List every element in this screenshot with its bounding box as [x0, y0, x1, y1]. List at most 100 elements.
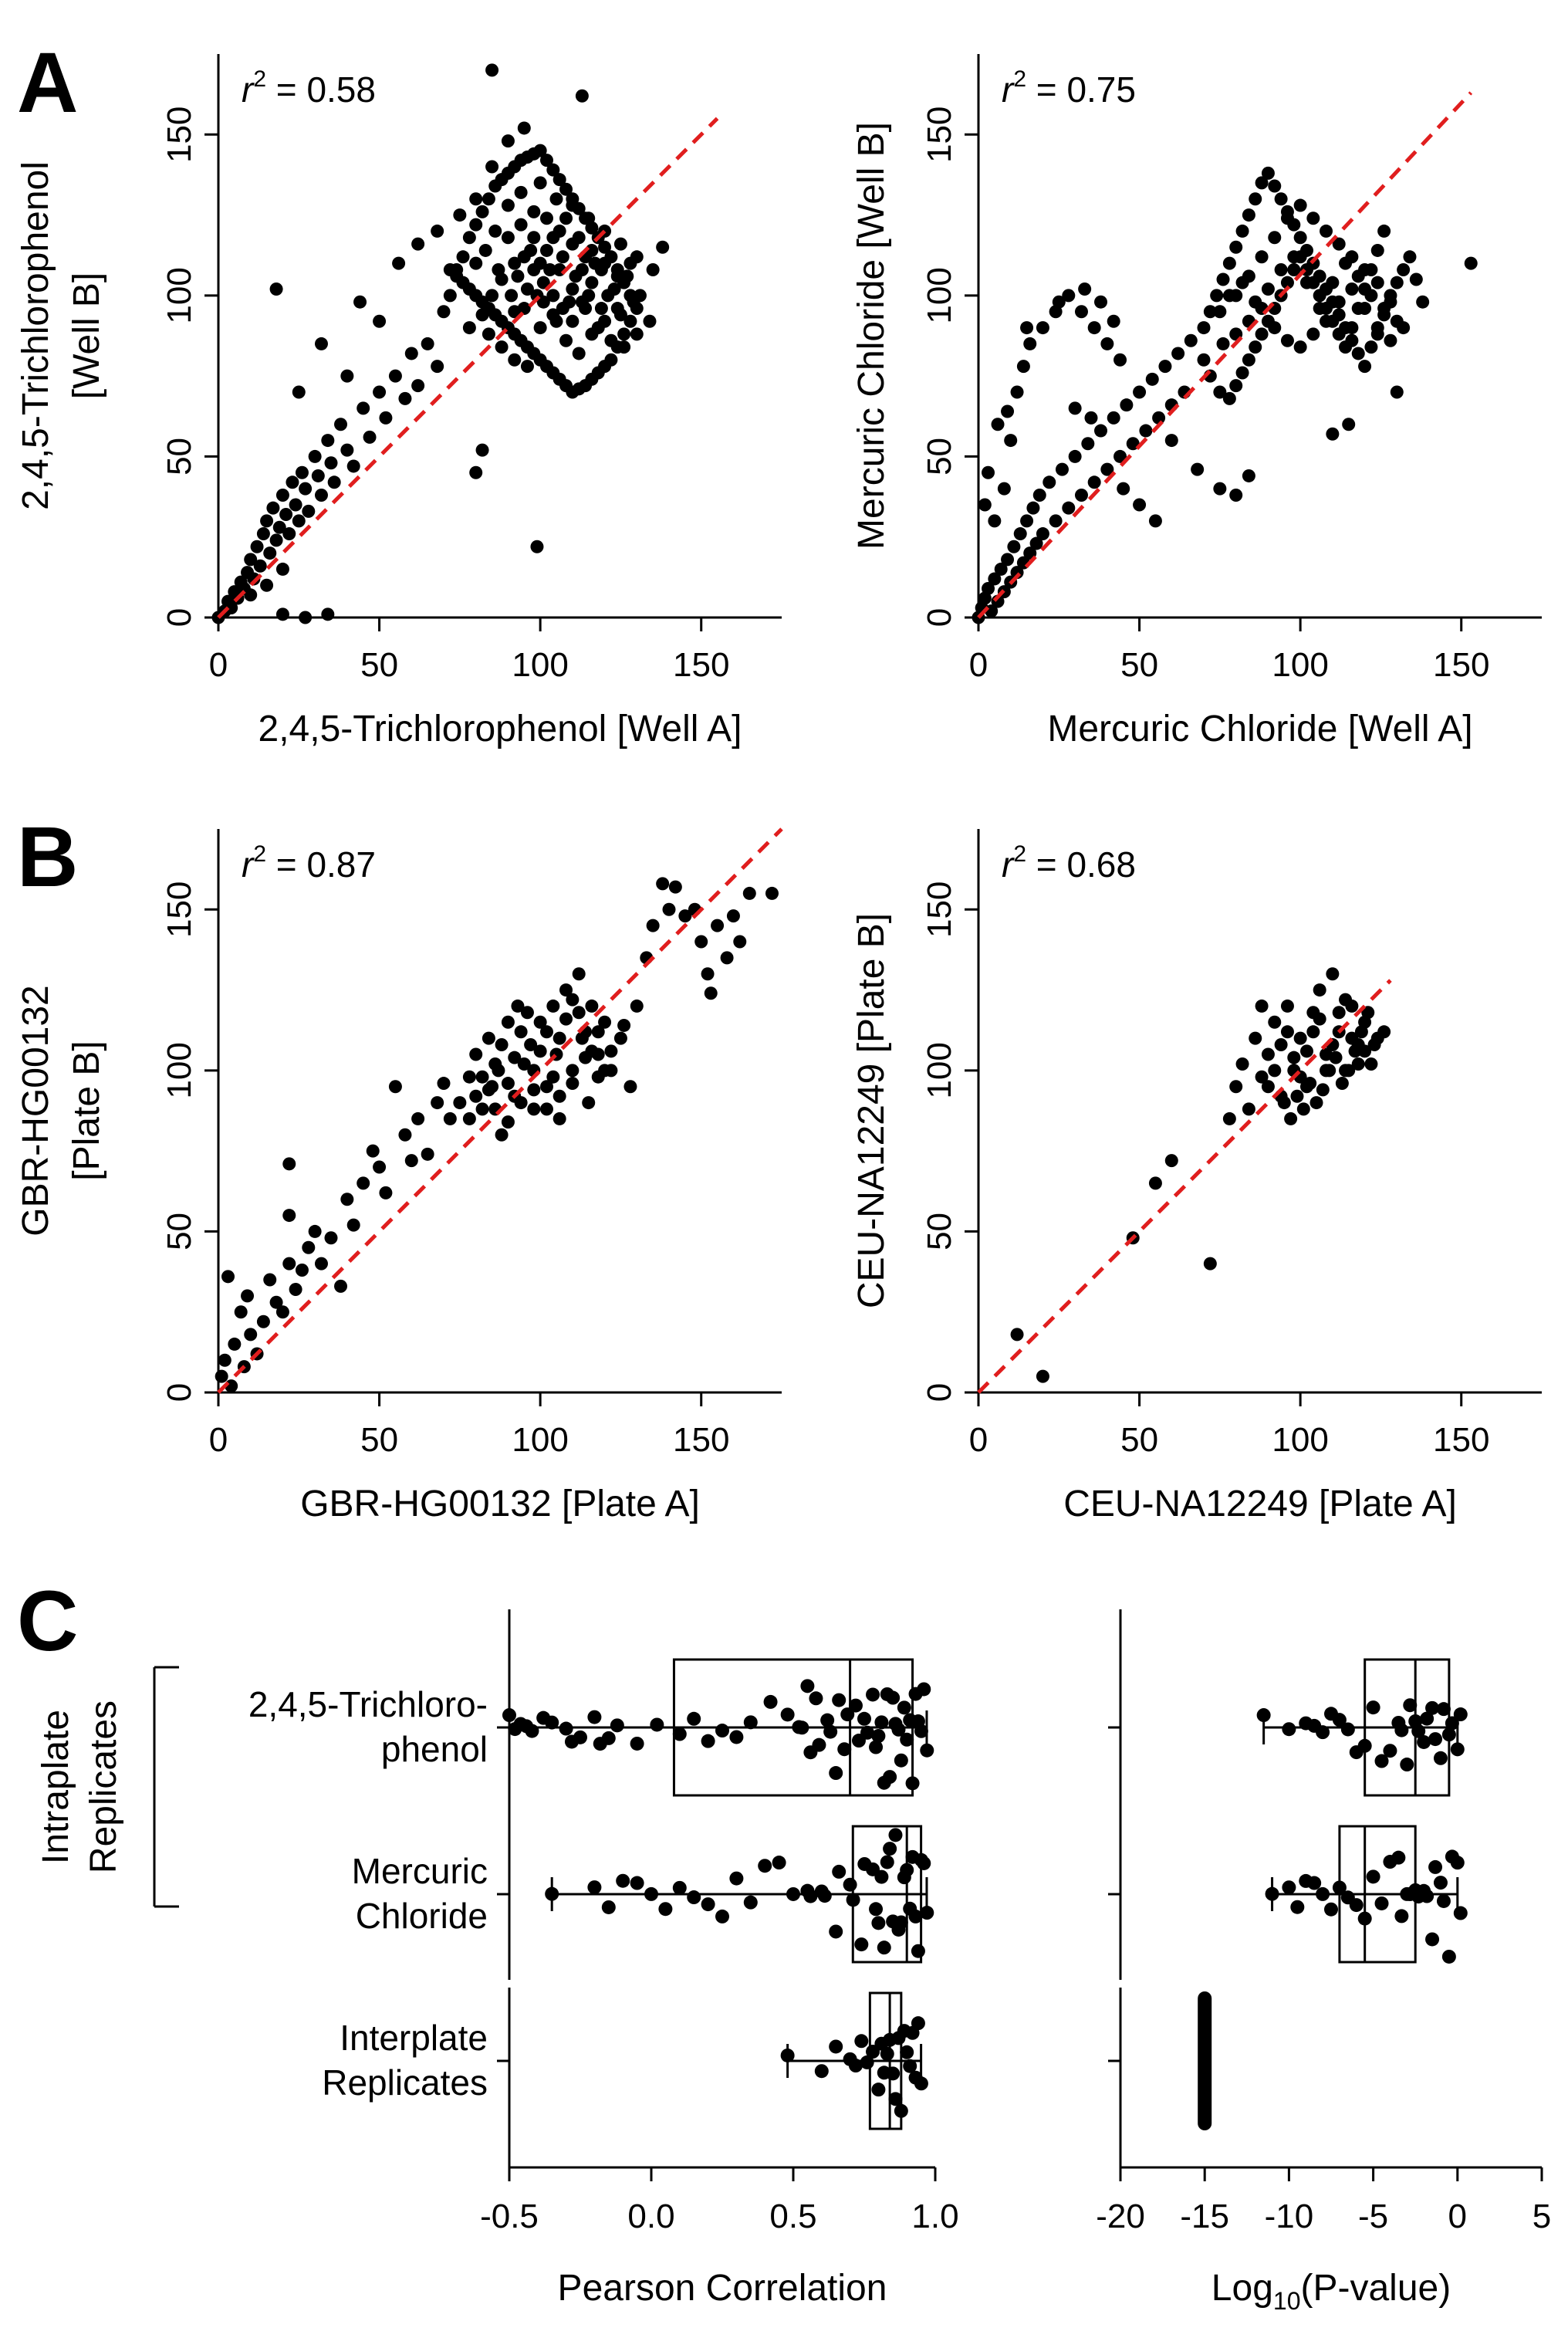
data-point	[289, 498, 302, 512]
data-point	[431, 360, 444, 374]
category-label: Interplate	[340, 2018, 488, 2058]
data-point	[869, 1902, 884, 1917]
data-point	[469, 192, 483, 206]
data-point	[1383, 1744, 1397, 1758]
data-point	[644, 1886, 658, 1901]
data-point	[1306, 211, 1320, 225]
data-point	[453, 1096, 467, 1110]
data-point	[1299, 276, 1313, 289]
box-iqr	[672, 1658, 914, 1797]
data-point	[829, 1924, 843, 1939]
data-point	[610, 269, 624, 283]
data-point	[854, 1937, 869, 1952]
data-point	[1094, 424, 1108, 438]
data-point	[668, 880, 682, 894]
data-point	[1287, 262, 1301, 276]
data-point	[1366, 1700, 1380, 1715]
data-point	[1425, 1932, 1440, 1947]
data-point	[1280, 276, 1294, 289]
data-point	[485, 160, 499, 174]
data-point	[533, 1044, 547, 1058]
y-tick-label: 150	[161, 881, 198, 938]
data-point	[1374, 1754, 1389, 1768]
data-point	[840, 1707, 855, 1722]
r-squared-value: = 0.87	[266, 844, 376, 885]
data-point	[1235, 224, 1249, 238]
x-axis-label-main: Log	[1211, 2268, 1273, 2309]
data-point	[880, 1855, 894, 1869]
data-point	[795, 1721, 809, 1735]
data-point	[514, 218, 528, 232]
data-point	[1384, 333, 1397, 347]
data-point	[883, 1770, 897, 1785]
data-point	[1364, 340, 1378, 354]
data-point	[539, 1102, 553, 1116]
data-point	[566, 192, 580, 206]
data-point	[877, 1940, 891, 1955]
data-point	[572, 231, 586, 245]
data-point	[579, 211, 593, 225]
data-point	[572, 1006, 586, 1020]
data-point	[1068, 401, 1082, 415]
data-point	[1268, 1064, 1282, 1078]
data-point	[501, 134, 515, 148]
data-point	[623, 314, 637, 328]
data-point	[302, 1240, 316, 1254]
data-point	[282, 1257, 296, 1271]
data-point	[508, 256, 522, 270]
data-point	[866, 1687, 880, 1702]
data-point	[650, 1717, 664, 1732]
data-point	[218, 1353, 231, 1367]
data-point	[643, 314, 657, 328]
data-point	[1390, 385, 1404, 399]
data-point	[485, 63, 499, 77]
data-point	[543, 262, 557, 276]
data-point	[604, 1044, 618, 1058]
data-point	[546, 163, 560, 177]
data-point	[508, 1051, 522, 1064]
data-point	[263, 546, 277, 560]
data-point	[469, 1047, 483, 1061]
data-point	[1370, 276, 1384, 289]
data-point	[1397, 262, 1411, 276]
data-point	[488, 224, 502, 238]
y-tick-label: 50	[161, 1213, 198, 1250]
data-point	[1293, 1031, 1307, 1045]
data-point	[572, 967, 586, 981]
data-point	[340, 369, 354, 383]
x-axis-label-subscript: 10	[1273, 2287, 1301, 2315]
r-squared-exponent: 2	[1013, 841, 1026, 867]
data-point	[829, 2039, 843, 2054]
data-point	[1377, 1025, 1391, 1039]
data-point	[1377, 308, 1391, 322]
data-point	[1087, 475, 1101, 489]
data-point	[860, 1725, 874, 1740]
data-point	[900, 1863, 914, 1877]
identity-line	[217, 117, 719, 619]
data-point	[549, 314, 563, 328]
data-point	[591, 1070, 605, 1084]
data-point	[1062, 289, 1076, 303]
data-point	[275, 562, 289, 576]
data-point	[1261, 166, 1275, 180]
data-point	[630, 1876, 644, 1890]
data-point	[475, 1102, 489, 1116]
data-point	[617, 340, 631, 354]
data-point	[1265, 1886, 1279, 1901]
data-point	[617, 327, 631, 341]
data-point	[701, 1897, 715, 1912]
data-point	[495, 1128, 509, 1142]
data-point	[520, 283, 534, 296]
r-squared-value: = 0.58	[266, 69, 376, 110]
data-point	[1107, 314, 1120, 328]
data-point	[874, 1869, 889, 1884]
data-point	[1366, 1869, 1380, 1884]
y-tick-label: 100	[161, 1042, 198, 1098]
y-tick-label: 50	[921, 1213, 958, 1250]
data-point	[711, 919, 725, 932]
data-point	[1397, 321, 1411, 335]
data-point	[1293, 231, 1307, 245]
data-point	[1023, 337, 1037, 350]
data-point	[1332, 327, 1346, 341]
